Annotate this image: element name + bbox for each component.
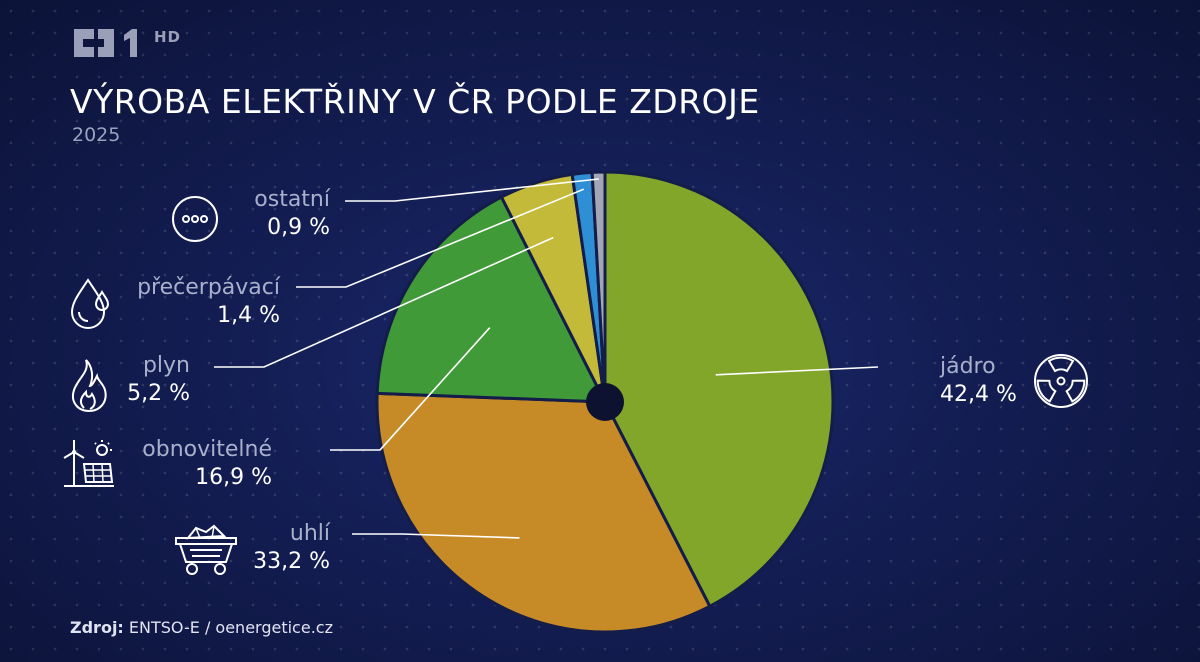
label-obnovitelne-name: obnovitelné — [142, 437, 272, 462]
leader-line-4 — [214, 236, 554, 368]
leader-line-5 — [296, 188, 585, 288]
channel-hd-label: HD — [154, 28, 182, 46]
label-plyn-name: plyn — [142, 353, 190, 378]
label-uhli-value: 33,2 % — [253, 549, 330, 574]
ct1-logo-icon — [74, 29, 137, 57]
page-title: VÝROBA ELEKTŘINY V ČR PODLE ZDROJE — [70, 82, 760, 121]
label-ostatni-name: ostatní — [254, 187, 330, 212]
label-jadro: jádro 42,4 % — [940, 353, 1040, 409]
label-precerpavaci-value: 1,4 % — [217, 303, 280, 328]
label-precerpavaci: přečerpávací 1,4 % — [100, 274, 280, 330]
dots-circle-icon — [172, 196, 218, 242]
label-jadro-name: jádro — [940, 354, 996, 379]
label-obnovitelne-value: 16,9 % — [195, 465, 272, 490]
radiation-icon — [1034, 354, 1088, 408]
label-uhli: uhlí 33,2 % — [230, 520, 330, 576]
leader-line-1 — [715, 366, 879, 376]
pie-slice-2 — [375, 391, 712, 634]
leader-line-6 — [345, 178, 599, 202]
label-uhli-name: uhlí — [289, 521, 330, 546]
label-ostatni-value: 0,9 % — [267, 215, 330, 240]
leader-line-2 — [352, 533, 520, 539]
pie-slice-3 — [375, 195, 608, 404]
channel-logo: HD — [70, 26, 181, 60]
source-label: Zdroj: — [70, 618, 124, 637]
label-ostatni: ostatní 0,9 % — [180, 186, 330, 242]
pie-slice-1 — [603, 170, 835, 609]
coal-cart-icon — [175, 524, 237, 575]
label-jadro-value: 42,4 % — [940, 382, 1017, 407]
pie-center-hole — [586, 383, 624, 421]
page-subtitle: 2025 — [72, 124, 121, 146]
label-plyn: plyn 5,2 % — [100, 352, 190, 408]
label-obnovitelne: obnovitelné 16,9 % — [100, 436, 272, 492]
pie-slice-6 — [590, 170, 607, 403]
wind-solar-icon — [63, 440, 114, 487]
label-precerpavaci-name: přečerpávací — [137, 275, 280, 300]
label-plyn-value: 5,2 % — [127, 381, 190, 406]
source-note: Zdroj: ENTSO-E / oenergetice.cz — [70, 618, 333, 637]
source-text: ENTSO-E / oenergetice.cz — [128, 618, 333, 637]
water-drop-icon — [70, 278, 110, 329]
leader-line-3 — [330, 327, 491, 451]
flame-icon — [72, 359, 107, 413]
